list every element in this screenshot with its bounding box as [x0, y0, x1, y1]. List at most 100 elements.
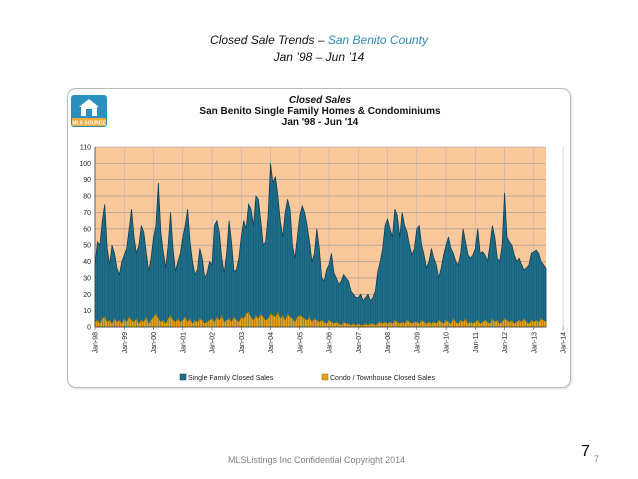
condo-point [182, 319, 184, 321]
y-tick-label: 90 [83, 177, 91, 184]
condo-point [174, 321, 176, 323]
condo-point [430, 323, 432, 325]
condo-point [138, 323, 140, 325]
condo-point [472, 323, 474, 325]
condo-point [133, 321, 135, 323]
condo-point [467, 323, 469, 325]
condo-point [296, 316, 298, 318]
condo-point [465, 318, 467, 320]
condo-point [521, 321, 523, 323]
condo-point [362, 324, 364, 326]
condo-point [140, 319, 142, 321]
footer-copyright: MLSListings Inc Confidential Copyright 2… [228, 455, 406, 465]
condo-point [457, 323, 459, 325]
condo-point [416, 321, 418, 323]
condo-point [318, 321, 320, 323]
condo-point [421, 319, 423, 321]
condo-point [328, 319, 330, 321]
condo-point [304, 318, 306, 320]
legend-swatch-condo [321, 373, 329, 381]
condo-point [306, 319, 308, 321]
condo-point [313, 318, 315, 320]
condo-point [284, 319, 286, 321]
condo-point [177, 318, 179, 320]
condo-point [321, 319, 323, 321]
condo-point [462, 321, 464, 323]
condo-point [213, 321, 215, 323]
condo-point [352, 323, 354, 325]
condo-point [179, 321, 181, 323]
condo-point [238, 321, 240, 323]
condo-point [162, 319, 164, 321]
condo-point [299, 315, 301, 317]
y-tick-label: 30 [83, 275, 91, 282]
condo-point [496, 319, 498, 321]
condo-point [135, 318, 137, 320]
condo-point [209, 319, 211, 321]
condo-point [484, 319, 486, 321]
condo-point [282, 315, 284, 317]
condo-point [323, 321, 325, 323]
condo-point [435, 323, 437, 325]
condo-point [123, 318, 125, 320]
condo-point [447, 321, 449, 323]
condo-point [99, 323, 101, 325]
condo-point [460, 319, 462, 321]
condo-point [235, 319, 237, 321]
condo-point [257, 318, 259, 320]
condo-point [406, 319, 408, 321]
condo-point [206, 321, 208, 323]
condo-point [233, 316, 235, 318]
condo-point [330, 321, 332, 323]
condo-point [192, 323, 194, 325]
page-number-small: 7 [594, 454, 600, 464]
condo-point [474, 321, 476, 323]
y-tick-label: 40 [83, 259, 91, 266]
condo-point [396, 321, 398, 323]
condo-point [423, 321, 425, 323]
condo-point [184, 316, 186, 318]
condo-point [382, 323, 384, 325]
condo-point [482, 321, 484, 323]
x-tick-label: Jan-05 [297, 332, 304, 354]
condo-point [165, 323, 167, 325]
condo-point [367, 324, 369, 326]
condo-point [377, 323, 379, 325]
condo-point [187, 321, 189, 323]
condo-point [114, 318, 116, 320]
condo-point [452, 318, 454, 320]
condo-point [525, 321, 527, 323]
x-tick-label: Jan-07 [356, 332, 363, 354]
condo-point [343, 321, 345, 323]
condo-point [338, 323, 340, 325]
x-tick-label: Jan-12 [502, 332, 509, 354]
legend-label-condo: Condo / Townhouse Closed Sales [330, 375, 435, 382]
condo-point [389, 321, 391, 323]
condo-point [294, 321, 296, 323]
slide-title-main: Closed Sale Trends – [210, 33, 328, 47]
condo-point [538, 321, 540, 323]
condo-point [348, 323, 350, 325]
condo-point [345, 323, 347, 325]
condo-point [231, 321, 233, 323]
condo-point [148, 323, 150, 325]
condo-point [274, 316, 276, 318]
condo-point [155, 313, 157, 315]
condo-point [291, 318, 293, 320]
condo-point [491, 318, 493, 320]
condo-point [499, 323, 501, 325]
condo-point [194, 319, 196, 321]
page-number-large: 7 [581, 443, 590, 460]
condo-point [248, 311, 250, 313]
condo-point [384, 321, 386, 323]
logo-text: MLS SOURCE [72, 121, 106, 127]
condo-point [440, 321, 442, 323]
condo-point [279, 318, 281, 320]
condo-point [523, 318, 525, 320]
condo-point [106, 321, 108, 323]
condo-point [272, 315, 274, 317]
legend-swatch-single-family [179, 373, 187, 381]
chart-legend: Single Family Closed Sales Condo / Townho… [179, 373, 435, 382]
condo-point [399, 323, 401, 325]
